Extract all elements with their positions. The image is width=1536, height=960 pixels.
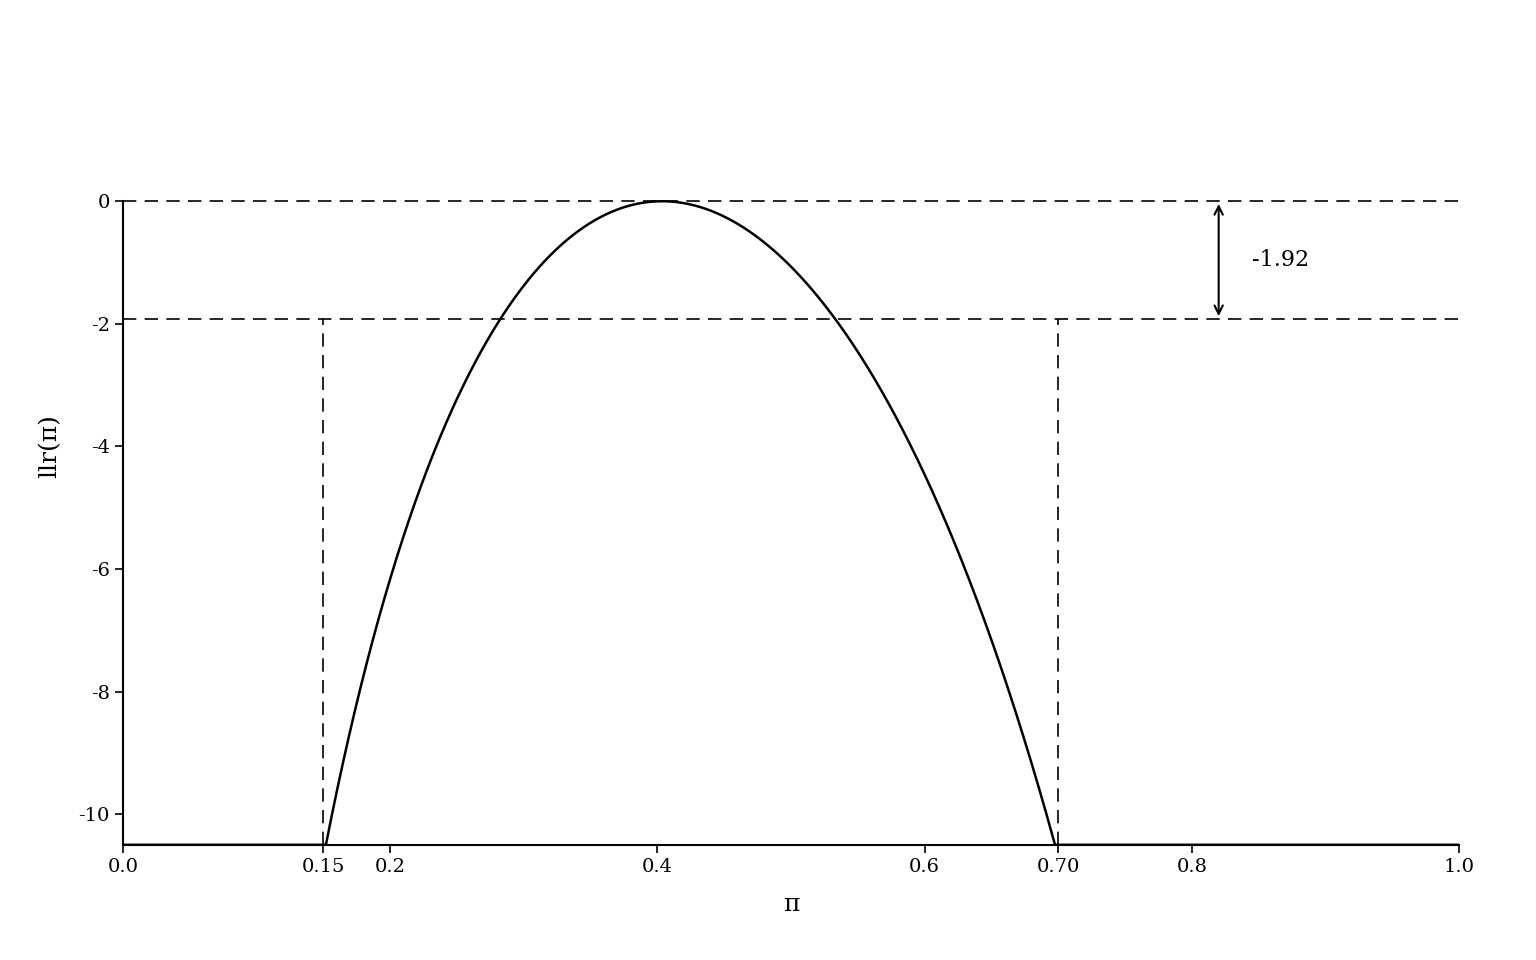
Y-axis label: llr(π): llr(π) bbox=[38, 415, 61, 478]
X-axis label: π: π bbox=[783, 893, 799, 916]
Text: -1.92: -1.92 bbox=[1252, 249, 1309, 271]
